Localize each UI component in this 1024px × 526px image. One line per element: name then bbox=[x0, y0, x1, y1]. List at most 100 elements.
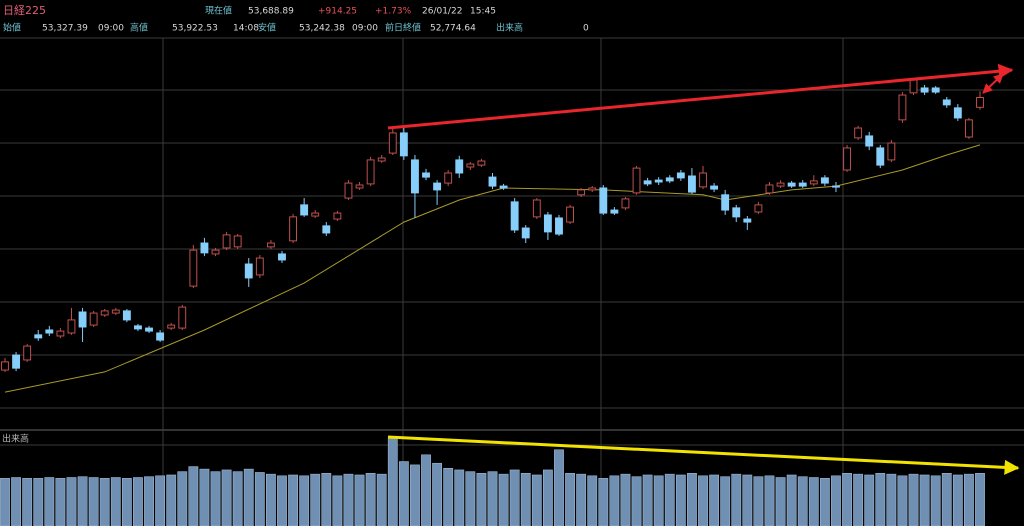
volume-bar bbox=[66, 477, 77, 526]
candle-body bbox=[876, 147, 885, 166]
header-field: 53,242.38 bbox=[299, 24, 345, 34]
series bbox=[0, 77, 985, 526]
volume-bar bbox=[0, 478, 10, 526]
candle-body bbox=[255, 257, 264, 276]
volume-bar bbox=[753, 476, 764, 526]
volume-bar bbox=[476, 473, 487, 526]
candle-body bbox=[322, 225, 331, 234]
candle-body bbox=[942, 99, 951, 106]
header-field: 09:00 bbox=[352, 24, 378, 34]
candle-body bbox=[510, 201, 519, 231]
candle-body bbox=[399, 132, 408, 157]
candle-body bbox=[865, 135, 874, 147]
volume-bar bbox=[166, 474, 177, 526]
volume-bar bbox=[243, 468, 254, 526]
header-field: 14:08 bbox=[233, 24, 259, 34]
volume-bar bbox=[565, 473, 575, 526]
volume-bar bbox=[542, 469, 553, 526]
volume-bar bbox=[675, 474, 686, 526]
candle-body bbox=[776, 182, 785, 187]
candle-body bbox=[488, 176, 497, 187]
volume-bar bbox=[376, 473, 387, 526]
volume-bar bbox=[210, 471, 221, 526]
volume-bar bbox=[55, 478, 66, 526]
candle-body bbox=[577, 189, 586, 196]
volume-bar bbox=[121, 478, 132, 526]
header-field: 現在値 bbox=[205, 5, 232, 17]
volume-bar bbox=[33, 478, 44, 526]
candle-body bbox=[732, 207, 741, 218]
header-field: 前日終値 bbox=[385, 22, 421, 34]
candle-body bbox=[820, 177, 829, 184]
candle-body bbox=[266, 242, 275, 248]
candle-body bbox=[34, 334, 43, 339]
volume-bar bbox=[742, 474, 753, 526]
candle-body bbox=[676, 172, 685, 179]
volume-bar bbox=[155, 475, 166, 526]
volume-bar bbox=[487, 471, 498, 526]
volume-bar bbox=[398, 461, 409, 526]
header-field: 53,327.39 bbox=[42, 24, 88, 34]
candle-body bbox=[754, 204, 763, 213]
candle-body bbox=[178, 306, 187, 329]
volume-bar bbox=[110, 477, 121, 526]
header-field: +914.25 bbox=[318, 7, 357, 17]
candle-body bbox=[344, 182, 353, 199]
candle-body bbox=[809, 180, 818, 185]
header-field: 09:00 bbox=[98, 24, 124, 34]
candle-body bbox=[433, 182, 442, 191]
candle-body bbox=[311, 212, 320, 217]
volume-bar bbox=[941, 473, 952, 526]
candle-body bbox=[499, 185, 508, 189]
candle-body bbox=[167, 324, 176, 329]
candle-body bbox=[189, 249, 198, 287]
candle-body bbox=[466, 163, 475, 168]
volume-bar bbox=[609, 475, 620, 526]
candle-body bbox=[687, 175, 696, 193]
candle-body bbox=[134, 325, 142, 330]
volume-bar bbox=[509, 469, 520, 526]
volume-bar bbox=[576, 473, 587, 526]
candle-body bbox=[12, 354, 21, 369]
candle-body bbox=[721, 194, 730, 211]
candle-body bbox=[366, 159, 375, 185]
candle-body bbox=[898, 94, 907, 121]
candle-body bbox=[244, 263, 253, 279]
candle-body bbox=[710, 185, 719, 190]
candle-body bbox=[45, 329, 54, 334]
candle-body bbox=[843, 147, 851, 171]
volume-bar bbox=[620, 473, 631, 526]
volume-bar bbox=[587, 475, 598, 526]
volume-bar bbox=[653, 475, 664, 526]
volume-bar bbox=[731, 473, 742, 526]
candle-body bbox=[621, 198, 630, 209]
volume-bar bbox=[177, 471, 188, 526]
candle-body bbox=[832, 185, 840, 188]
volume-bar bbox=[709, 474, 719, 526]
candle-body bbox=[300, 204, 309, 216]
volume-bar bbox=[365, 473, 376, 526]
header-field: 始値 bbox=[3, 22, 21, 34]
header-field: +1.73% bbox=[375, 7, 412, 17]
candle-body bbox=[23, 345, 32, 361]
volume-bar bbox=[277, 475, 287, 526]
candle-body bbox=[643, 180, 652, 185]
header-field: 53,688.89 bbox=[248, 7, 294, 17]
volume-bar bbox=[853, 473, 864, 526]
candle-body bbox=[388, 132, 397, 154]
volume-bar bbox=[254, 472, 265, 526]
volume-bar bbox=[343, 473, 354, 526]
volume-bar bbox=[144, 476, 154, 526]
candle-body bbox=[964, 119, 973, 138]
title: 日経225 bbox=[3, 4, 46, 17]
candle-body bbox=[920, 87, 929, 93]
volume-bar bbox=[720, 476, 731, 526]
volume-bar bbox=[687, 473, 697, 526]
volume-bar bbox=[786, 474, 797, 526]
candle-body bbox=[976, 97, 984, 108]
volume-bar bbox=[930, 475, 941, 526]
candle-body bbox=[610, 209, 619, 214]
volume-bar bbox=[465, 471, 476, 526]
volume-bar bbox=[797, 476, 808, 526]
candle-body bbox=[411, 159, 419, 194]
